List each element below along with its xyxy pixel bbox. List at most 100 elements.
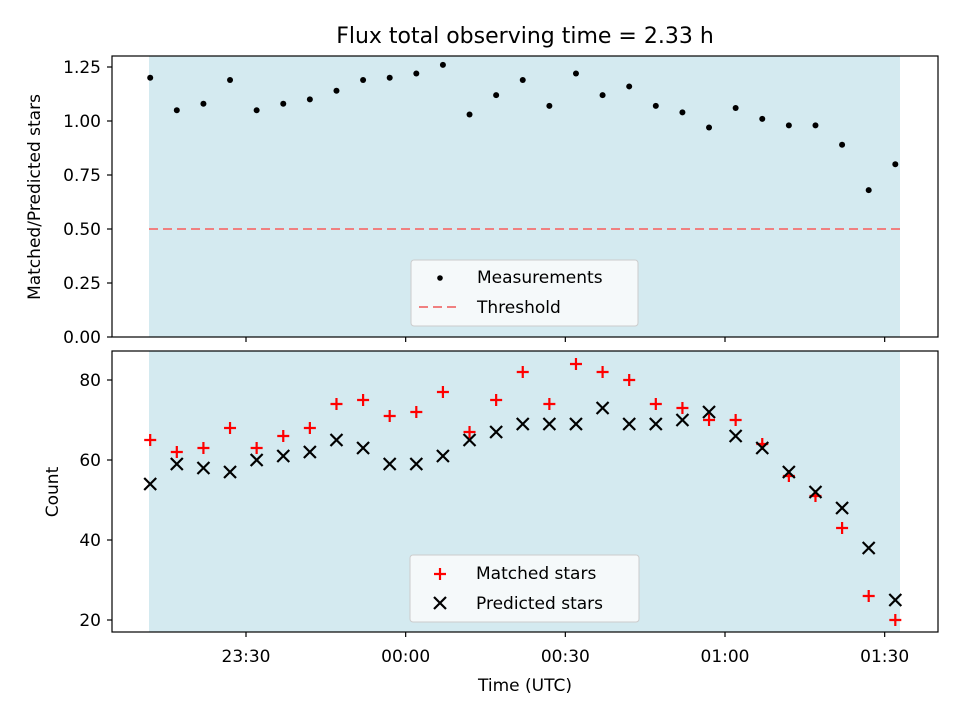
legend-threshold-label: Threshold bbox=[476, 298, 561, 318]
ratio-y-tick-label: 0.00 bbox=[63, 328, 101, 348]
measurement-point bbox=[759, 115, 766, 122]
predicted-star-point bbox=[462, 433, 477, 447]
predicted-star-point bbox=[782, 465, 796, 479]
matched-star-point bbox=[463, 426, 476, 438]
legend-measurements-marker bbox=[437, 275, 443, 281]
count-y-tick-label: 80 bbox=[79, 371, 101, 391]
predicted-star-point bbox=[808, 485, 823, 499]
predicted-star-point bbox=[143, 477, 157, 491]
measurement-point bbox=[253, 107, 260, 114]
matched-star-point bbox=[197, 442, 210, 454]
measurement-point bbox=[413, 70, 420, 77]
predicted-star-point bbox=[728, 429, 743, 443]
matched-star-point bbox=[703, 414, 716, 426]
count-y-label: Count bbox=[43, 466, 63, 517]
measurement-point bbox=[519, 76, 526, 83]
measurement-point bbox=[839, 141, 846, 148]
predicted-star-point bbox=[436, 449, 450, 463]
predicted-star-point bbox=[675, 413, 690, 427]
predicted-star-point bbox=[542, 417, 557, 431]
count-x-tick-label: 00:00 bbox=[381, 647, 430, 667]
measurement-point bbox=[812, 122, 819, 129]
matched-star-point bbox=[410, 406, 423, 418]
matched-star-point bbox=[490, 394, 503, 406]
count-x-tick-label: 23:30 bbox=[222, 647, 271, 667]
predicted-star-point bbox=[622, 417, 636, 431]
count-axes-frame bbox=[111, 350, 939, 633]
ratio-y-label: Matched/Predicted stars bbox=[25, 94, 45, 300]
measurement-point bbox=[466, 111, 473, 118]
count-panel: 20 40 60 80 23:30 00:00 00:30 01:00 01:30 Count… bbox=[43, 350, 939, 696]
measurement-point bbox=[200, 100, 207, 107]
matched-stars-series bbox=[144, 358, 902, 626]
count-x-tick-label: 00:30 bbox=[541, 647, 590, 667]
predicted-star-point bbox=[489, 425, 503, 439]
ratio-y-tick-label: 0.25 bbox=[63, 274, 101, 294]
measurement-point bbox=[599, 92, 606, 99]
predicted-star-point bbox=[861, 541, 876, 555]
measurement-point bbox=[173, 107, 180, 114]
measurement-point bbox=[892, 161, 899, 168]
measurement-point bbox=[572, 70, 579, 77]
ratio-legend-box bbox=[410, 259, 639, 327]
matched-star-point bbox=[330, 398, 343, 410]
ratio-x-axis bbox=[245, 337, 886, 342]
count-y-axis: 20 40 60 80 bbox=[79, 371, 112, 631]
predicted-star-point bbox=[649, 417, 663, 431]
ratio-legend: Measurements Threshold bbox=[410, 259, 639, 327]
ratio-y-tick-label: 1.25 bbox=[63, 58, 101, 78]
matched-star-point bbox=[144, 434, 157, 446]
count-x-axis: 23:30 00:00 00:30 01:00 01:30 bbox=[222, 632, 909, 667]
measurement-point bbox=[785, 122, 792, 129]
predicted-star-point bbox=[170, 457, 184, 471]
measurement-point bbox=[626, 83, 633, 90]
matched-star-point bbox=[224, 422, 237, 434]
measurement-point bbox=[546, 102, 553, 109]
ratio-y-tick-label: 0.75 bbox=[63, 166, 101, 186]
predicted-star-point bbox=[595, 401, 610, 415]
matched-star-point bbox=[436, 386, 449, 398]
matched-star-point bbox=[889, 614, 902, 626]
measurement-point bbox=[386, 74, 393, 81]
measurement-point bbox=[679, 109, 686, 116]
ratio-y-tick-label: 0.50 bbox=[63, 220, 101, 240]
predicted-star-point bbox=[356, 441, 370, 455]
matched-star-point bbox=[543, 398, 556, 410]
legend-predicted-label: Predicted stars bbox=[476, 594, 603, 614]
count-x-tick-label: 01:30 bbox=[860, 647, 909, 667]
predicted-star-point bbox=[569, 417, 583, 431]
ratio-y-axis: 0.00 0.25 0.50 0.75 1.00 1.25 bbox=[63, 58, 112, 348]
predicted-star-point bbox=[303, 445, 317, 459]
ratio-panel: 0.00 0.25 0.50 0.75 1.00 1.25 Matched/Predict… bbox=[25, 55, 939, 348]
matched-star-point bbox=[729, 414, 742, 426]
matched-star-point bbox=[303, 422, 316, 434]
legend-matched-marker bbox=[434, 568, 446, 580]
predicted-star-point bbox=[835, 501, 849, 515]
count-y-tick-label: 40 bbox=[79, 531, 101, 551]
measurement-point bbox=[306, 96, 313, 103]
matched-star-point bbox=[569, 358, 582, 370]
predicted-star-point bbox=[223, 465, 237, 479]
measurement-point bbox=[493, 92, 500, 99]
matched-star-point bbox=[250, 442, 263, 454]
count-y-tick-label: 60 bbox=[79, 451, 101, 471]
legend-matched-label: Matched stars bbox=[476, 564, 596, 584]
chart-title: Flux total observing time = 2.33 h bbox=[336, 24, 714, 49]
measurement-point bbox=[652, 102, 659, 109]
matched-star-point bbox=[862, 590, 875, 602]
predicted-star-point bbox=[888, 593, 903, 607]
matched-star-point bbox=[277, 430, 290, 442]
predicted-star-point bbox=[702, 405, 716, 419]
ratio-y-tick-label: 1.00 bbox=[63, 112, 101, 132]
count-legend: Matched stars Predicted stars bbox=[409, 554, 640, 623]
legend-predicted-marker bbox=[433, 596, 447, 610]
measurement-point bbox=[147, 74, 154, 81]
x-axis-label: Time (UTC) bbox=[477, 676, 572, 696]
measurement-point bbox=[865, 187, 872, 194]
count-y-tick-label: 20 bbox=[79, 611, 101, 631]
measurement-point bbox=[227, 76, 234, 83]
matched-star-point bbox=[649, 398, 662, 410]
count-x-tick-label: 01:00 bbox=[701, 647, 750, 667]
matched-star-point bbox=[596, 366, 609, 378]
